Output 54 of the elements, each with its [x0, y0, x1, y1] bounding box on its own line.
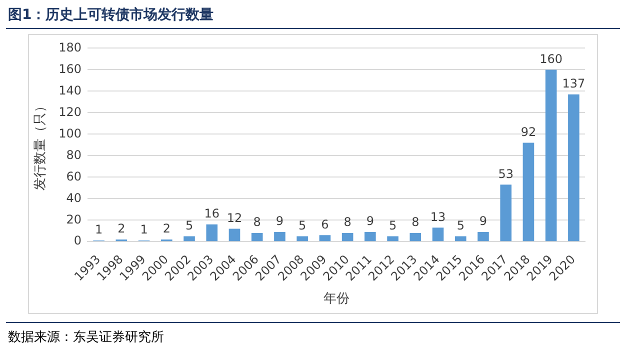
data-label: 9 — [366, 214, 374, 228]
y-tick-label: 180 — [58, 40, 82, 54]
data-label: 92 — [520, 124, 536, 139]
bar — [522, 142, 534, 242]
data-label: 12 — [226, 210, 242, 225]
y-tick-label: 60 — [66, 169, 82, 184]
bar — [410, 233, 422, 242]
data-label: 5 — [185, 218, 194, 232]
bar — [568, 94, 580, 242]
data-label: 8 — [344, 215, 352, 230]
data-label: 6 — [321, 217, 329, 232]
data-label: 137 — [562, 76, 586, 91]
chart-title: 图1：历史上可转债市场发行数量 — [8, 6, 214, 24]
data-label: 160 — [540, 52, 563, 66]
bar — [342, 233, 354, 242]
bar — [206, 224, 218, 242]
data-label: 5 — [298, 218, 306, 232]
data-label: 9 — [276, 214, 284, 228]
data-label: 53 — [498, 166, 514, 181]
bar — [296, 236, 308, 242]
y-axis-title: 发行数量（只） — [33, 99, 48, 190]
y-tick-label: 160 — [58, 62, 82, 76]
y-tick-label: 20 — [66, 212, 82, 226]
data-label: 5 — [456, 218, 464, 232]
bar — [454, 236, 466, 242]
bar — [387, 236, 398, 242]
data-label: 8 — [412, 215, 420, 230]
data-label: 1 — [94, 222, 103, 237]
y-tick-label: 120 — [58, 104, 82, 119]
x-axis-title: 年份 — [323, 292, 350, 307]
data-label: 8 — [253, 215, 261, 230]
bar — [500, 184, 512, 242]
bar — [184, 236, 195, 242]
data-label: 2 — [118, 222, 126, 236]
y-tick-label: 0 — [74, 234, 82, 248]
bar — [432, 228, 444, 242]
y-tick-label: 80 — [66, 148, 82, 162]
bar — [274, 232, 286, 242]
y-tick-label: 40 — [66, 190, 82, 205]
y-tick-label: 140 — [58, 83, 82, 98]
bar — [545, 70, 557, 242]
bar — [228, 228, 240, 242]
bar — [319, 235, 331, 242]
data-label: 5 — [388, 218, 397, 232]
data-label: 2 — [162, 222, 170, 236]
y-tick-label: 100 — [58, 126, 82, 140]
bar — [251, 233, 263, 242]
data-label: 16 — [204, 206, 220, 221]
data-label: 1 — [140, 222, 148, 237]
data-label: 9 — [479, 214, 488, 228]
source-note: 数据来源：东吴证券研究所 — [8, 329, 164, 346]
data-label: 13 — [430, 210, 446, 224]
bar — [364, 232, 376, 242]
bar — [478, 232, 489, 242]
